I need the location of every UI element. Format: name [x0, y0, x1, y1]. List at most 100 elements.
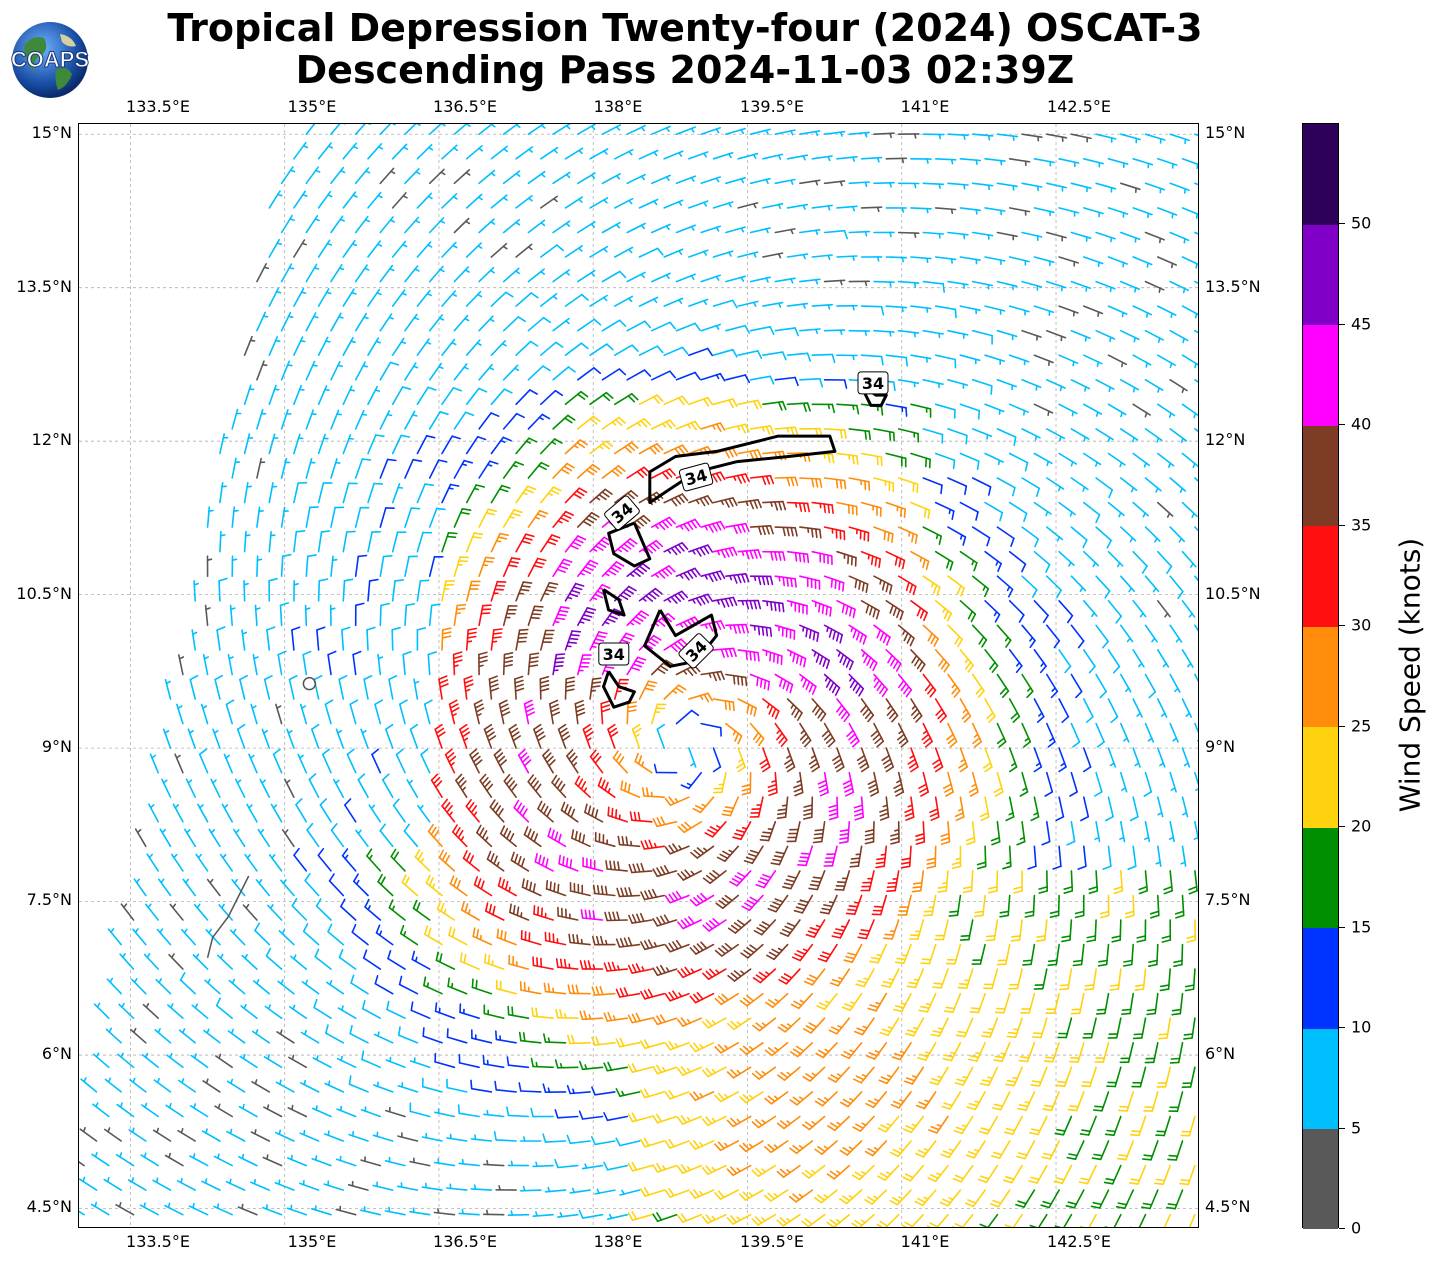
- barb-staff: [894, 870, 900, 892]
- wind-barb: [749, 722, 765, 747]
- wind-barb: [416, 434, 436, 455]
- barb-half-feather: [577, 247, 583, 252]
- barb-feather: [354, 602, 365, 607]
- barb-feather: [811, 477, 815, 488]
- wind-barb: [879, 796, 890, 821]
- barb-feather: [532, 609, 543, 612]
- barb-feather: [769, 474, 775, 485]
- wind-barb: [527, 124, 546, 135]
- barb-feather: [1104, 590, 1111, 599]
- barb-staff: [268, 238, 280, 258]
- barb-staff: [774, 673, 794, 686]
- barb-feather: [558, 609, 569, 613]
- barb-staff: [503, 780, 517, 799]
- wind-barb: [280, 263, 295, 283]
- wind-barb: [793, 894, 814, 914]
- wind-barb: [193, 579, 199, 602]
- barb-staff: [293, 141, 307, 160]
- wind-barb: [823, 329, 846, 335]
- barb-feather: [872, 662, 878, 672]
- barb-feather: [728, 597, 734, 607]
- barb-half-feather: [1082, 486, 1086, 492]
- wind-barb: [1095, 329, 1116, 343]
- wind-barb: [515, 581, 533, 602]
- barb-feather: [900, 682, 908, 692]
- wind-barb: [1045, 379, 1066, 392]
- barb-feather: [239, 674, 248, 681]
- barb-feather: [761, 525, 766, 536]
- barb-feather: [916, 483, 919, 494]
- barb-staff: [1095, 526, 1112, 542]
- barb-feather: [565, 857, 569, 868]
- barb-feather: [835, 478, 839, 489]
- wind-barb: [342, 433, 354, 455]
- barb-feather: [669, 370, 677, 379]
- wind-barb: [911, 870, 925, 893]
- barb-feather: [1095, 514, 1101, 524]
- barb-feather: [608, 614, 619, 620]
- barb-staff: [836, 550, 857, 559]
- barb-feather: [539, 683, 550, 688]
- wind-barb: [675, 371, 701, 381]
- barb-staff: [317, 854, 332, 872]
- barb-staff: [984, 157, 1006, 162]
- barb-staff: [873, 526, 894, 535]
- barb-staff: [441, 435, 454, 455]
- wind-barb: [971, 379, 993, 395]
- wind-barb: [313, 674, 323, 700]
- barb-staff: [885, 305, 908, 309]
- barb-feather: [1022, 740, 1032, 748]
- barb-staff: [317, 482, 325, 504]
- barb-half-feather: [850, 626, 854, 633]
- barb-staff: [218, 579, 221, 602]
- barb-feather: [978, 636, 985, 645]
- barb-staff: [453, 411, 467, 430]
- barb-staff: [379, 216, 394, 234]
- barb-feather: [848, 733, 856, 741]
- barb-feather: [668, 468, 676, 476]
- wind-barb: [293, 190, 308, 209]
- wind-barb: [379, 264, 395, 283]
- barb-feather: [618, 319, 627, 327]
- barb-feather: [381, 773, 390, 781]
- wind-barb: [786, 550, 810, 564]
- barb-staff: [638, 198, 659, 209]
- wind-barb: [836, 649, 854, 671]
- wind-barb: [601, 172, 621, 185]
- wind-barb: [478, 266, 495, 283]
- barb-feather: [848, 606, 853, 617]
- barb-feather: [380, 602, 390, 607]
- wind-barb: [455, 773, 468, 799]
- barb-staff: [613, 295, 634, 307]
- barb-half-feather: [603, 621, 610, 625]
- barb-half-feather: [228, 656, 234, 660]
- wind-barb: [1132, 256, 1153, 268]
- barb-feather: [590, 511, 600, 518]
- wind-barb: [490, 194, 508, 209]
- wind-barb: [317, 482, 333, 504]
- wind-barb: [162, 728, 172, 749]
- barb-feather: [564, 688, 575, 692]
- barb-staff: [404, 458, 414, 479]
- barb-feather: [686, 521, 694, 531]
- wind-barb: [638, 198, 659, 209]
- wind-barb: [1120, 624, 1134, 643]
- barb-feather: [772, 858, 782, 862]
- barb-half-feather: [690, 176, 695, 182]
- barb-staff: [478, 556, 487, 578]
- barb-feather: [514, 461, 525, 466]
- barb-feather: [863, 654, 869, 664]
- barb-half-feather: [1194, 312, 1198, 319]
- wind-barb: [848, 329, 871, 336]
- barb-feather: [758, 737, 765, 747]
- barb-half-feather: [864, 230, 868, 237]
- barb-half-feather: [304, 607, 311, 611]
- barb-staff: [233, 828, 246, 848]
- wind-barb: [823, 229, 849, 240]
- barb-staff: [786, 550, 809, 556]
- barb-staff: [417, 804, 431, 823]
- barb-staff: [308, 778, 320, 799]
- barb-feather: [912, 482, 915, 493]
- wind-barb: [1082, 698, 1094, 724]
- barb-staff: [341, 854, 357, 872]
